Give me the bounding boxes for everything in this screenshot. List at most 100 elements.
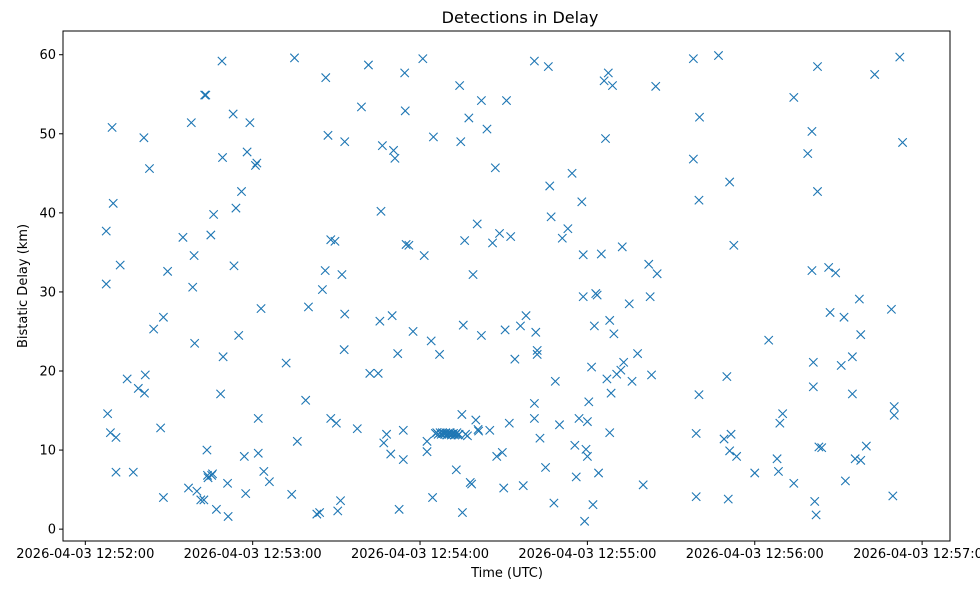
detection-point <box>330 236 340 246</box>
detection-point <box>207 469 218 479</box>
detection-point <box>592 290 602 300</box>
detection-point <box>546 212 556 222</box>
detection-point <box>222 478 233 488</box>
detection-point <box>694 112 705 122</box>
detection-point <box>259 466 269 477</box>
x-tick-label: 2026-04-03 12:53:00 <box>184 547 322 562</box>
detection-point <box>814 442 824 452</box>
detection-point <box>315 507 325 518</box>
data-markers <box>101 50 908 526</box>
detection-point <box>242 147 252 157</box>
y-tick-label: 50 <box>39 127 56 142</box>
detection-point <box>549 498 559 508</box>
detection-point <box>376 206 386 216</box>
detection-point <box>218 352 228 362</box>
detection-point <box>458 320 468 330</box>
detection-point <box>457 409 467 420</box>
detection-point <box>499 483 509 493</box>
detection-point <box>202 470 213 480</box>
detection-point <box>492 451 502 461</box>
detection-point <box>241 488 251 499</box>
detection-point <box>337 269 347 280</box>
detection-point <box>651 81 661 91</box>
detection-point <box>485 425 495 435</box>
detection-point <box>688 54 698 64</box>
detection-point <box>529 398 539 409</box>
detection-point <box>149 324 159 334</box>
detection-point <box>627 376 637 386</box>
detection-point <box>506 231 516 242</box>
detection-point <box>217 56 227 66</box>
detection-point <box>190 338 200 348</box>
detection-point <box>471 415 481 425</box>
detection-point <box>192 486 202 496</box>
detection-point <box>375 316 385 326</box>
detection-point <box>691 428 701 439</box>
detection-point <box>183 483 194 493</box>
detection-point <box>582 451 592 461</box>
detection-point <box>339 345 349 355</box>
detection-point <box>427 492 438 503</box>
detection-point <box>854 294 864 304</box>
detection-point <box>422 436 432 446</box>
detection-point <box>482 124 492 134</box>
detection-point <box>111 432 121 443</box>
detection-point <box>722 371 732 382</box>
x-tick-label: 2026-04-03 12:56:00 <box>686 547 824 562</box>
detection-point <box>609 329 619 339</box>
detection-point <box>199 495 209 505</box>
detection-point <box>713 50 724 61</box>
detection-point <box>250 160 261 171</box>
detection-point <box>554 420 565 430</box>
detection-point <box>550 376 560 386</box>
detection-point <box>229 261 239 271</box>
detection-point <box>115 260 125 270</box>
detection-point <box>577 197 587 207</box>
detection-point <box>889 410 899 420</box>
detection-point <box>455 80 465 91</box>
detection-point <box>616 365 626 375</box>
detection-point <box>462 431 473 441</box>
detection-point <box>228 109 238 119</box>
detection-point <box>596 249 606 259</box>
detection-point <box>326 413 336 424</box>
detection-point <box>839 312 849 322</box>
detection-point <box>789 478 799 488</box>
detection-point <box>694 390 704 400</box>
detection-point <box>335 496 346 506</box>
detection-point <box>580 516 590 526</box>
detection-point <box>729 240 739 250</box>
detection-point <box>390 153 400 163</box>
detection-point <box>510 354 520 364</box>
detection-point <box>434 349 445 359</box>
detection-point <box>504 418 514 428</box>
detection-point <box>264 477 274 487</box>
detection-point <box>196 495 206 505</box>
detection-point <box>886 304 897 314</box>
detection-point <box>340 137 350 147</box>
detection-point <box>111 467 121 477</box>
detection-point <box>419 250 429 261</box>
detection-point <box>856 455 866 465</box>
detection-point <box>381 429 392 439</box>
detection-point <box>101 226 111 236</box>
detection-point <box>487 238 498 248</box>
detection-point <box>529 56 539 66</box>
detection-point <box>377 141 387 151</box>
detection-point <box>139 133 149 143</box>
detection-point <box>723 494 733 504</box>
detection-point <box>567 168 577 178</box>
detection-point <box>398 425 408 435</box>
detection-point <box>532 349 542 359</box>
detection-point <box>217 152 228 163</box>
detection-point <box>400 68 410 78</box>
detection-point <box>581 444 591 454</box>
detection-point <box>825 307 835 318</box>
detection-point <box>617 242 627 252</box>
detection-point <box>388 145 399 155</box>
detection-point <box>607 80 618 91</box>
detection-point <box>652 269 662 279</box>
detection-point <box>467 479 477 489</box>
detection-point <box>340 309 350 319</box>
